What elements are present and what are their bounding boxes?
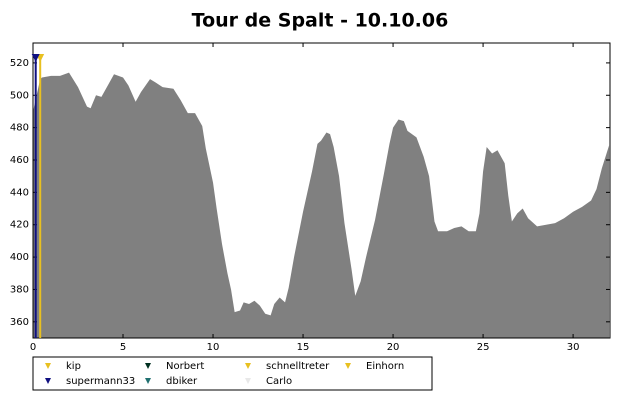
y-tick-label: 500 [10, 90, 29, 101]
legend-marker [145, 363, 151, 369]
legend-label: Einhorn [366, 361, 404, 372]
legend-label: kip [66, 361, 81, 372]
x-tick-label: 20 [387, 342, 400, 353]
legend-label: supermann33 [66, 376, 135, 387]
y-tick-label: 520 [10, 58, 29, 69]
legend-marker [245, 378, 251, 384]
y-tick-label: 380 [10, 284, 29, 295]
y-tick-label: 480 [10, 123, 29, 134]
y-tick-label: 420 [10, 220, 29, 231]
legend-marker [245, 363, 251, 369]
legend-label: Carlo [266, 376, 292, 387]
legend-marker [45, 363, 51, 369]
x-tick-label: 0 [30, 342, 36, 353]
legend-label: Norbert [166, 361, 204, 372]
plot-frame [32, 42, 611, 339]
legend-label: dbiker [166, 376, 198, 387]
x-tick-label: 10 [207, 342, 220, 353]
y-tick-label: 460 [10, 155, 29, 166]
y-tick-label: 400 [10, 252, 29, 263]
chart-title: Tour de Spalt - 10.10.06 [192, 10, 449, 32]
x-tick-label: 30 [567, 342, 580, 353]
y-tick-label: 440 [10, 187, 29, 198]
legend-box [32, 356, 433, 391]
legend-marker [45, 378, 51, 384]
x-tick-label: 25 [477, 342, 490, 353]
rider-marker [31, 54, 40, 62]
legend-label: schnelltreter [266, 361, 330, 372]
x-tick-label: 5 [120, 342, 126, 353]
elevation-area [33, 72, 610, 338]
x-tick-label: 15 [297, 342, 310, 353]
y-tick-label: 360 [10, 317, 29, 328]
legend-marker [145, 378, 151, 384]
legend-marker [345, 363, 351, 369]
